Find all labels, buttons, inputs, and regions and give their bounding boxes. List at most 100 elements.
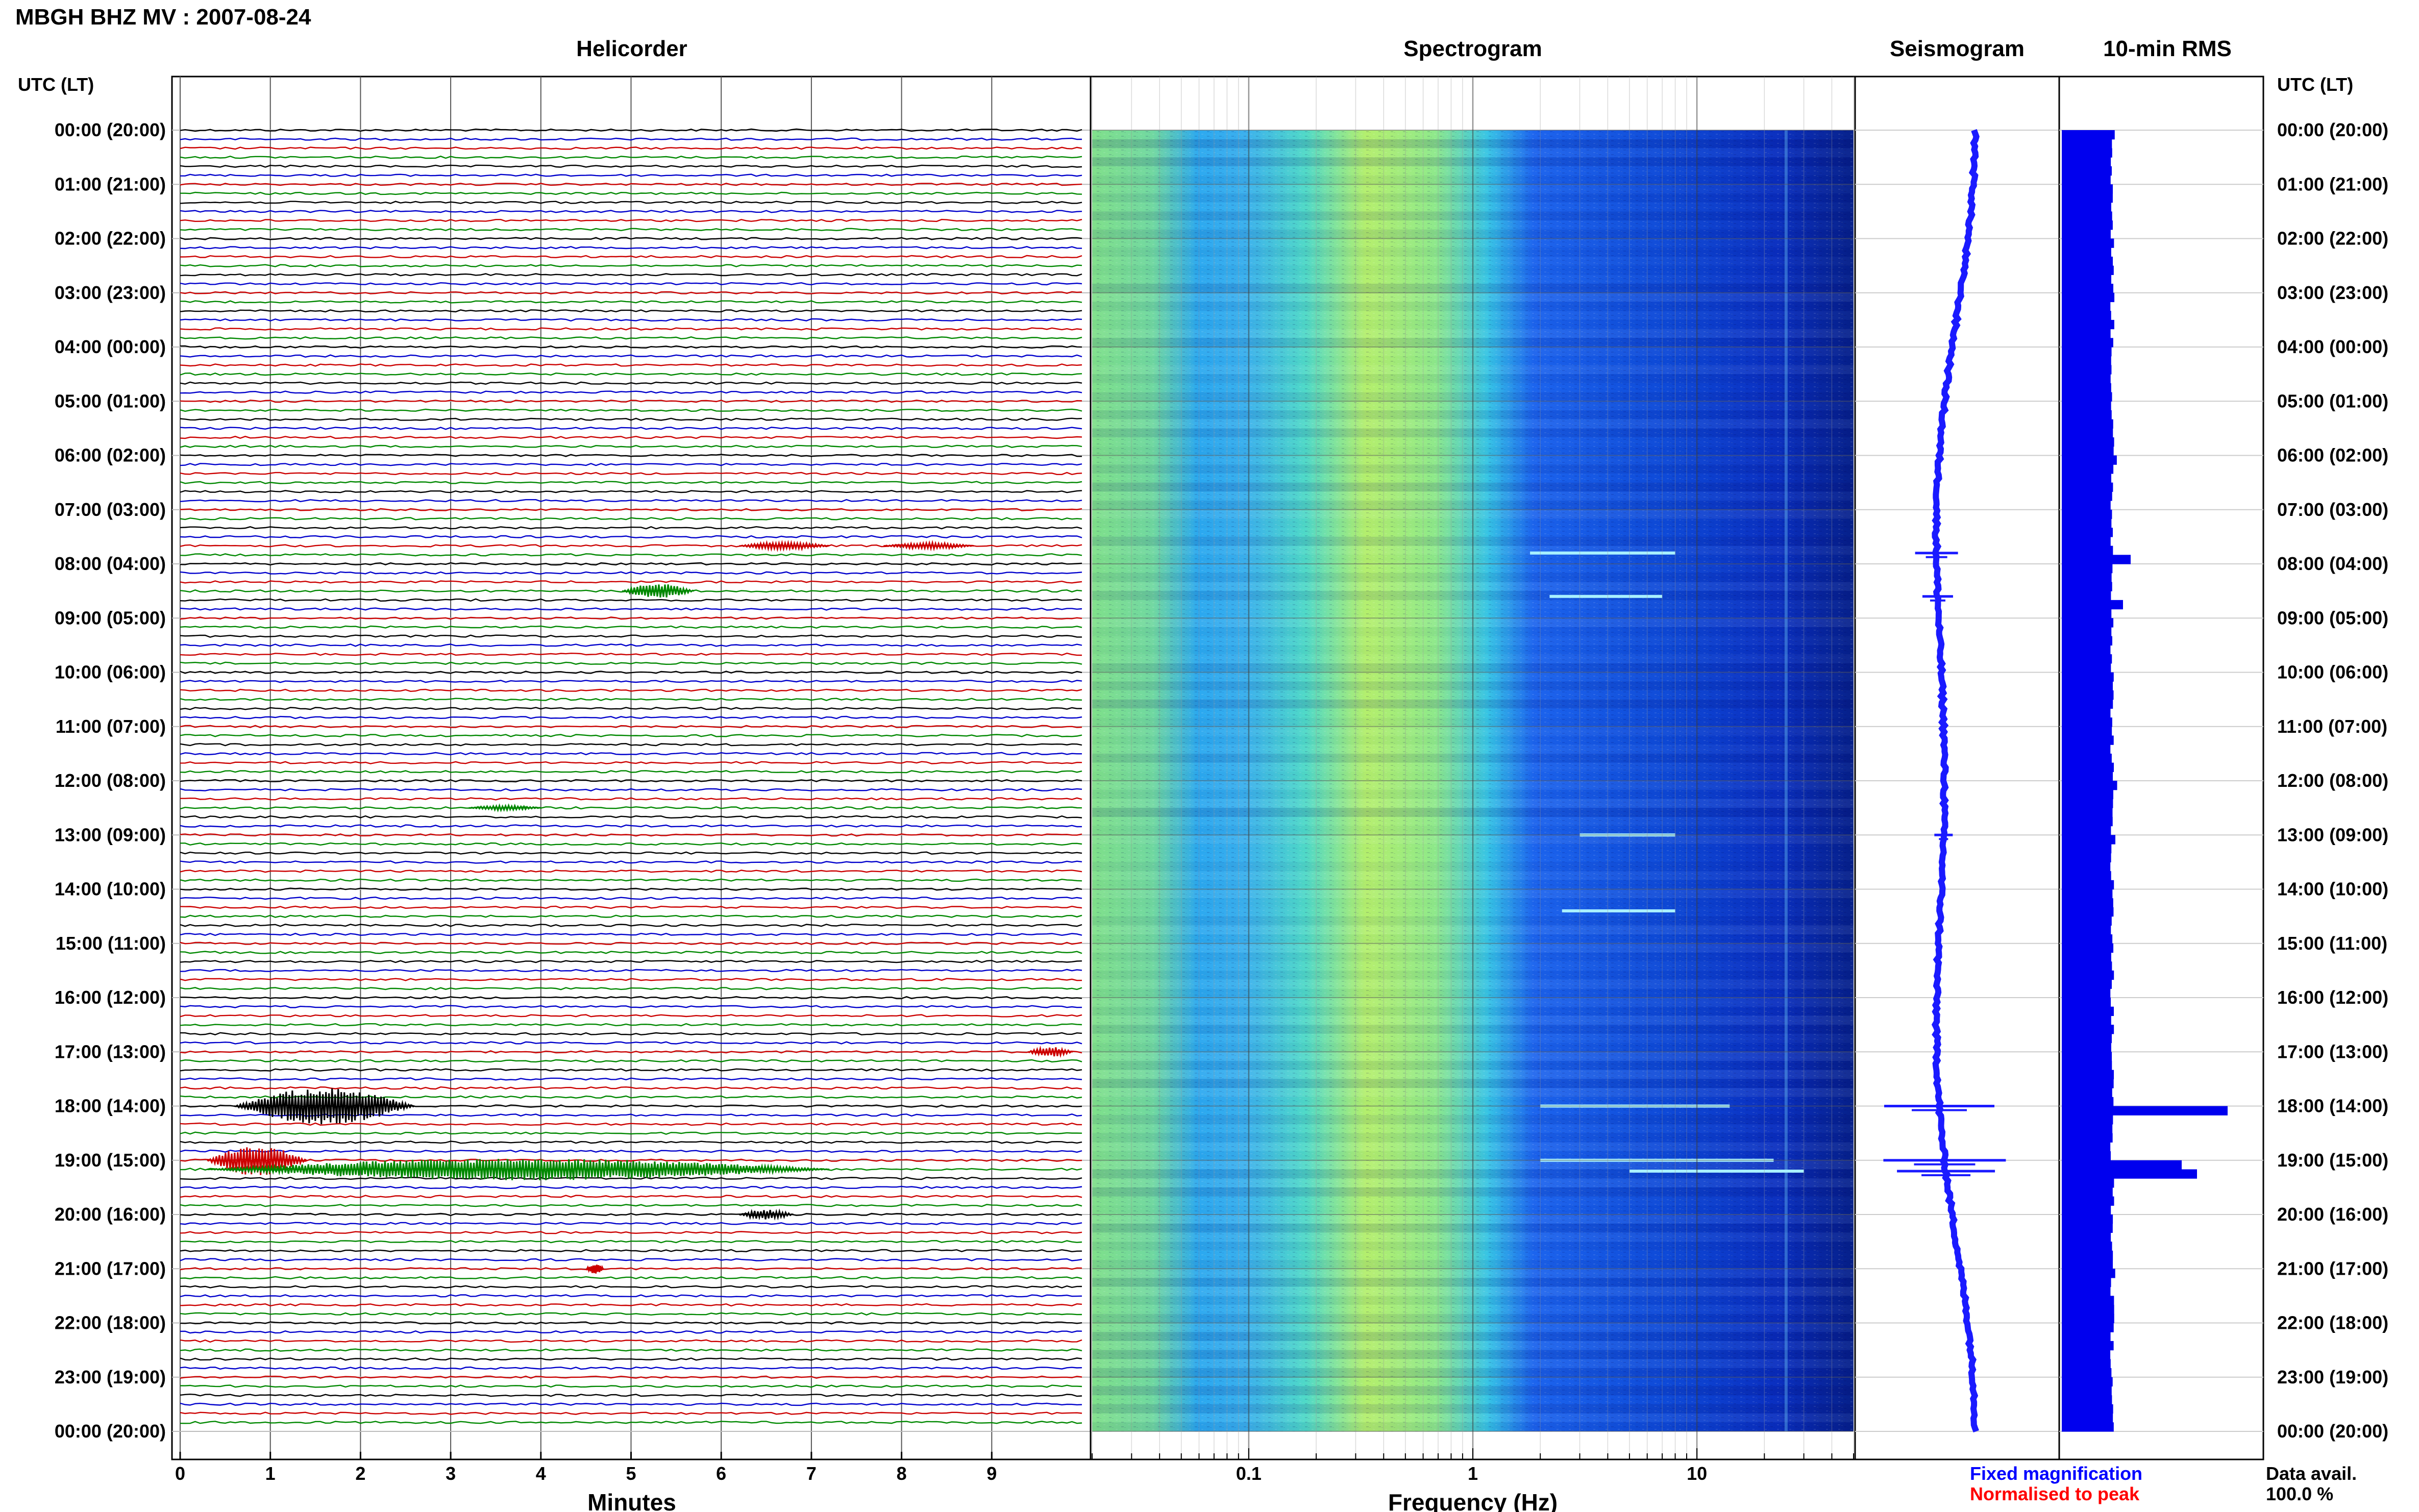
rms-bar: [2062, 319, 2114, 330]
helicorder-event: [739, 539, 830, 552]
rms-bar: [2062, 347, 2112, 357]
helicorder-event: [1027, 1045, 1073, 1058]
helicorder-trace: [180, 183, 1082, 186]
time-label: 00:00 (20:00): [55, 1421, 166, 1442]
helicorder-trace: [180, 959, 1082, 963]
helicorder-trace: [180, 245, 1082, 250]
spectral-line: [1562, 909, 1675, 912]
spectral-line: [1549, 594, 1663, 598]
rms-bar: [2062, 1070, 2114, 1079]
rms-bar: [2062, 1115, 2113, 1125]
rms-bar: [2062, 292, 2115, 303]
rms-bar: [2062, 419, 2113, 429]
helicorder-trace: [180, 688, 1082, 692]
helicorder-trace: [180, 273, 1082, 277]
helicorder-trace: [180, 1348, 1082, 1352]
time-label: 23:00 (19:00): [55, 1367, 166, 1387]
helicorder-trace: [180, 752, 1082, 756]
helicorder-trace: [180, 390, 1082, 394]
rms-bar: [2062, 555, 2131, 564]
helicorder-trace: [180, 1204, 1082, 1207]
helicorder-trace: [180, 363, 1082, 367]
helicorder-trace: [180, 969, 1082, 973]
time-label: 06:00 (02:00): [55, 445, 166, 466]
helicorder-trace: [180, 1149, 1082, 1153]
time-label: 10:00 (06:00): [55, 662, 166, 683]
time-label: 07:00 (03:00): [55, 499, 166, 520]
rms-bar: [2062, 1242, 2112, 1251]
rms-bar: [2062, 1232, 2111, 1242]
rms-bar: [2062, 1060, 2112, 1071]
time-label: 14:00 (10:00): [55, 879, 166, 900]
rms-bar: [2062, 1341, 2114, 1351]
rms-bar: [2062, 1359, 2111, 1369]
time-label: 05:00 (01:00): [2277, 390, 2388, 411]
helicorder-trace: [180, 725, 1082, 728]
rms-bar: [2062, 600, 2123, 610]
rms-bar: [2062, 302, 2111, 311]
rms-bar: [2062, 1133, 2113, 1143]
helicorder-trace: [180, 698, 1082, 701]
rms-bar: [2062, 473, 2111, 483]
rms-bar: [2062, 654, 2112, 664]
time-labels-left: 00:00 (20:00) 01:00 (21:00) 02:00 (22:00) 0…: [55, 119, 166, 1442]
helicorder-event: [739, 1208, 794, 1221]
rms-bar: [2062, 1169, 2197, 1179]
minutes-axis-label: Minutes: [587, 1489, 676, 1512]
rms-bar: [2062, 1404, 2113, 1414]
helicorder-trace: [180, 1041, 1082, 1045]
helicorder-trace: [180, 291, 1082, 294]
helicorder-trace: [180, 499, 1082, 503]
rms-bar: [2062, 1124, 2113, 1134]
rms-bar: [2062, 1025, 2114, 1034]
rms-bar: [2062, 690, 2114, 700]
rms-bar: [2062, 184, 2113, 194]
rms-bar: [2062, 816, 2113, 827]
time-label: 01:00 (21:00): [55, 173, 166, 194]
rms-bar: [2062, 501, 2111, 510]
helicorder-trace: [180, 472, 1082, 476]
helicorder-trace: [180, 1330, 1082, 1334]
rms-bar: [2062, 573, 2112, 583]
helicorder-trace: [180, 562, 1082, 566]
helicorder-trace: [180, 237, 1082, 240]
minute-tick-label: 4: [536, 1463, 546, 1484]
time-label: 13:00 (09:00): [55, 824, 166, 845]
helicorder-trace: [180, 1095, 1082, 1099]
rms-bar: [2062, 998, 2111, 1007]
time-label: 23:00 (19:00): [2277, 1367, 2388, 1387]
time-label: 17:00 (13:00): [55, 1041, 166, 1062]
helicorder-event: [234, 1088, 415, 1125]
rms-bar: [2062, 591, 2111, 601]
minute-tick-label: 0: [175, 1463, 185, 1484]
rms-bar: [2062, 1097, 2114, 1107]
helicorder-trace: [180, 210, 1082, 213]
rms-bar: [2062, 735, 2114, 745]
rms-bar: [2062, 762, 2114, 772]
rms-bar: [2062, 275, 2112, 284]
rms-bar: [2062, 880, 2114, 890]
helicorder-trace: [180, 128, 1082, 132]
rms-bar: [2062, 745, 2111, 754]
time-label: 02:00 (22:00): [2277, 228, 2388, 249]
helicorder-trace: [180, 616, 1082, 620]
helicorder-trace: [180, 742, 1082, 747]
time-label: 21:00 (17:00): [2277, 1258, 2388, 1279]
time-axis-label-right: UTC (LT): [2277, 74, 2353, 95]
helicorder-trace: [180, 255, 1082, 259]
data-avail-label: Data avail.: [2266, 1463, 2357, 1484]
helicorder-trace: [180, 661, 1082, 665]
time-label: 22:00 (18:00): [55, 1312, 166, 1333]
rms-bar: [2062, 663, 2111, 673]
helicorder-event: [585, 1265, 605, 1274]
helicorder-trace: [180, 625, 1082, 629]
time-label: 12:00 (08:00): [55, 770, 166, 791]
rms-bar: [2062, 1214, 2113, 1224]
helicorder-trace: [180, 1032, 1082, 1036]
helicorder-trace: [180, 679, 1082, 683]
rms-bar: [2062, 1259, 2113, 1269]
time-label: 09:00 (05:00): [55, 607, 166, 628]
time-label: 07:00 (03:00): [2277, 499, 2388, 520]
rms-bar: [2062, 772, 2113, 781]
rms-bar: [2062, 799, 2113, 808]
